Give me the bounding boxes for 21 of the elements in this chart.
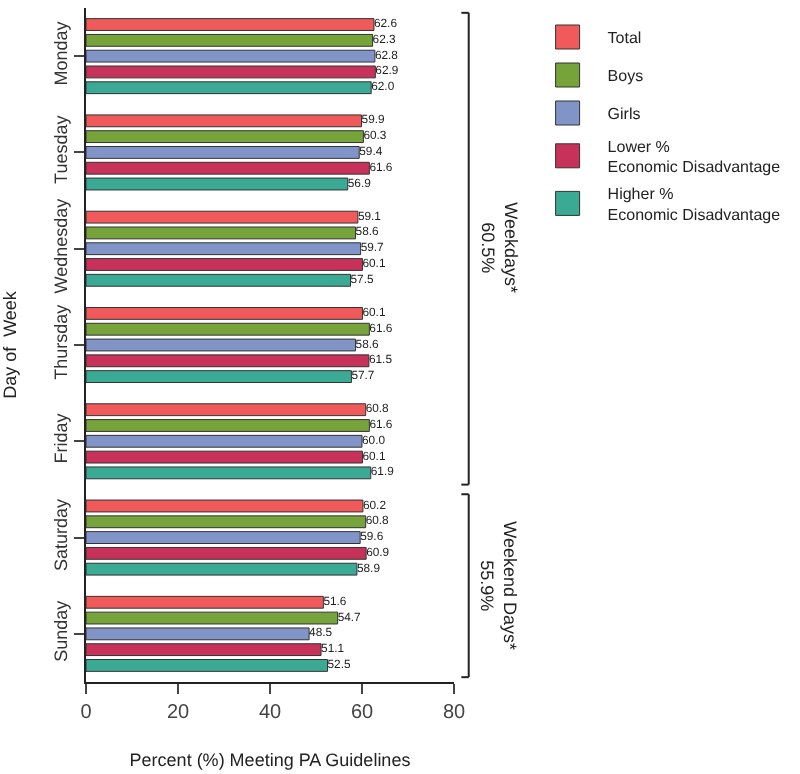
legend-label: Girls — [607, 105, 641, 124]
y-tick-label: Thursday — [50, 303, 71, 380]
x-tick-label: 0 — [80, 702, 93, 724]
legend-label: Higher % Economic Disadvantage — [607, 185, 782, 225]
text: Weekdays* 60.5% — [477, 202, 522, 295]
x-tick-label: 80 — [442, 702, 466, 724]
y-tick-label: Saturday — [50, 497, 71, 571]
legend-label: Total — [607, 29, 642, 48]
y-tick-label: Sunday — [50, 599, 71, 662]
y-tick-label: Friday — [50, 412, 71, 464]
legend-label: Boys — [607, 67, 644, 86]
y-tick-label: Tuesday — [50, 114, 71, 184]
y-axis-title: Day of Week — [0, 290, 20, 399]
x-tick-label: 20 — [166, 702, 190, 724]
y-tick-label: Monday — [50, 20, 71, 86]
y-tick-label: Wednesday — [50, 197, 71, 294]
x-tick-label: 40 — [258, 702, 282, 724]
x-axis-title: Percent (%) Meeting PA Guidelines — [129, 749, 412, 770]
x-tick-label: 60 — [350, 702, 374, 724]
legend-label: Lower % Economic Disadvantage — [607, 137, 782, 177]
text: Weekend Days* 55.9% — [476, 521, 521, 652]
